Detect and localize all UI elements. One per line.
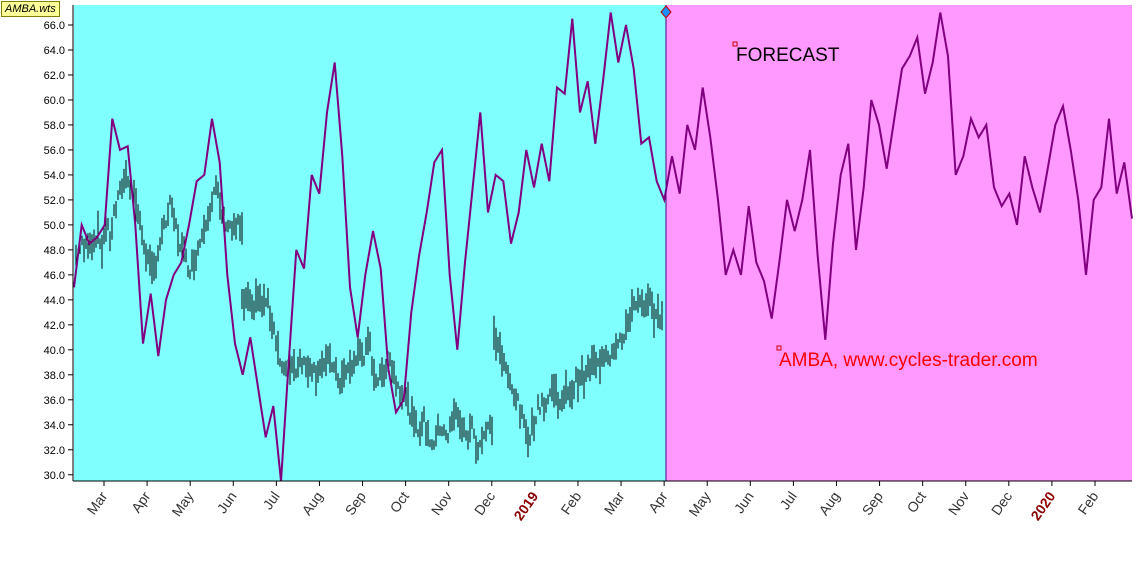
y-tick-label: 54.0 <box>44 170 65 182</box>
y-tick-label: 52.0 <box>44 195 65 207</box>
y-tick-label: 58.0 <box>44 120 65 132</box>
y-tick-label: 30.0 <box>44 470 65 482</box>
y-tick-label: 60.0 <box>44 95 65 107</box>
cycle-line <box>73 12 1133 482</box>
y-tick-label: 62.0 <box>44 70 65 82</box>
y-tick-label: 66.0 <box>44 20 65 32</box>
source-anchor <box>776 345 782 351</box>
x-tick-label: Aug <box>816 489 843 519</box>
y-tick-label: 50.0 <box>44 220 65 232</box>
x-tick-label: Dec <box>471 489 498 519</box>
price-bars <box>75 160 663 464</box>
source-label: AMBA, www.cycles-trader.com <box>779 350 1038 371</box>
x-tick-label: 2019 <box>510 488 541 523</box>
x-tick-label: Apr <box>645 488 671 515</box>
file-badge: AMBA.wts <box>1 1 60 17</box>
forecast-marker <box>660 5 672 19</box>
x-tick-label: Sep <box>859 488 887 518</box>
x-tick-label: May <box>685 489 713 520</box>
x-tick-label: Oct <box>386 488 412 515</box>
y-tick-label: 34.0 <box>44 420 65 432</box>
y-tick-label: 42.0 <box>44 320 65 332</box>
y-tick-label: 48.0 <box>44 245 65 257</box>
x-tick-label: Sep <box>342 488 370 518</box>
x-tick-label: May <box>168 489 196 520</box>
y-tick-label: 56.0 <box>44 145 65 157</box>
x-tick-label: Jun <box>214 489 240 517</box>
x-tick-label: 2020 <box>1027 488 1058 523</box>
x-tick-label: Dec <box>988 489 1015 519</box>
x-tick-label: Oct <box>904 488 930 515</box>
y-tick-label: 32.0 <box>44 445 65 457</box>
y-tick-label: 64.0 <box>44 45 65 57</box>
x-tick-label: Jul <box>259 489 282 513</box>
y-axis: 30.0 32.0 34.0 36.0 38.0 40.0 42.0 44.0 46.0 48.0… <box>44 20 73 482</box>
x-tick-label: Jun <box>731 489 757 517</box>
y-tick-label: 46.0 <box>44 270 65 282</box>
x-tick-label: Feb <box>1075 488 1102 517</box>
x-tick-label: Nov <box>428 489 455 519</box>
x-tick-label: Feb <box>557 488 584 517</box>
x-axis: Mar Apr May Jun Jul Aug Sep Oct Nov Dec 2019 Feb Mar… <box>84 481 1102 523</box>
y-tick-label: 40.0 <box>44 345 65 357</box>
y-tick-label: 38.0 <box>44 370 65 382</box>
x-tick-label: Jul <box>776 489 799 513</box>
forecast-anchor <box>732 41 738 47</box>
x-tick-label: Mar <box>601 488 628 517</box>
x-tick-label: Apr <box>128 488 154 515</box>
x-tick-label: Aug <box>298 489 325 519</box>
x-tick-label: Mar <box>84 488 111 517</box>
forecast-region <box>666 5 1132 481</box>
x-tick-label: Nov <box>945 489 972 519</box>
y-tick-label: 44.0 <box>44 295 65 307</box>
forecast-label: FORECAST <box>736 45 840 66</box>
y-tick-label: 36.0 <box>44 395 65 407</box>
